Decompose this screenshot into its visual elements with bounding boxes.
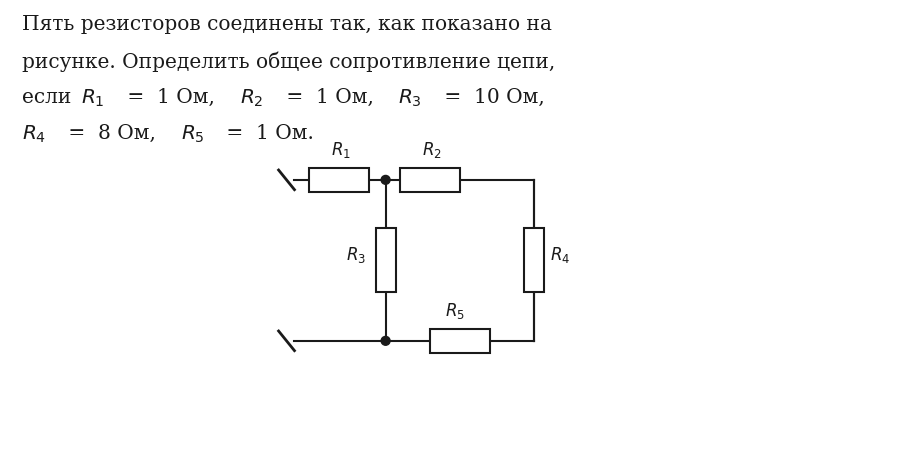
Bar [376,229,396,292]
Text: $R_5$: $R_5$ [445,301,465,321]
Circle shape [381,336,390,345]
Text: $R_1$: $R_1$ [331,140,351,160]
Text: =  8 Ом,: = 8 Ом, [61,124,168,143]
Text: $R_3$: $R_3$ [346,245,366,266]
Text: =  1 Ом.: = 1 Ом. [220,124,314,143]
Text: Пять резисторов соединены так, как показано на: Пять резисторов соединены так, как показ… [22,15,552,34]
Circle shape [381,175,390,184]
Text: рисунке. Определить общее сопротивление цепи,: рисунке. Определить общее сопротивление … [22,51,555,72]
Bar [309,168,369,192]
Text: если: если [22,87,84,106]
Bar [524,229,544,292]
Text: =  10 Ом,: = 10 Ом, [438,87,545,106]
Text: $R_2$: $R_2$ [423,140,442,160]
Bar [430,329,489,353]
Text: $R_1$: $R_1$ [81,87,105,109]
Bar [400,168,460,192]
Text: $R_5$: $R_5$ [180,124,205,145]
Text: $R_2$: $R_2$ [240,87,263,109]
Text: $R_4$: $R_4$ [551,245,570,266]
Text: =  1 Ом,: = 1 Ом, [279,87,387,106]
Text: $R_4$: $R_4$ [22,124,46,145]
Text: =  1 Ом,: = 1 Ом, [121,87,228,106]
Text: $R_3$: $R_3$ [398,87,423,109]
